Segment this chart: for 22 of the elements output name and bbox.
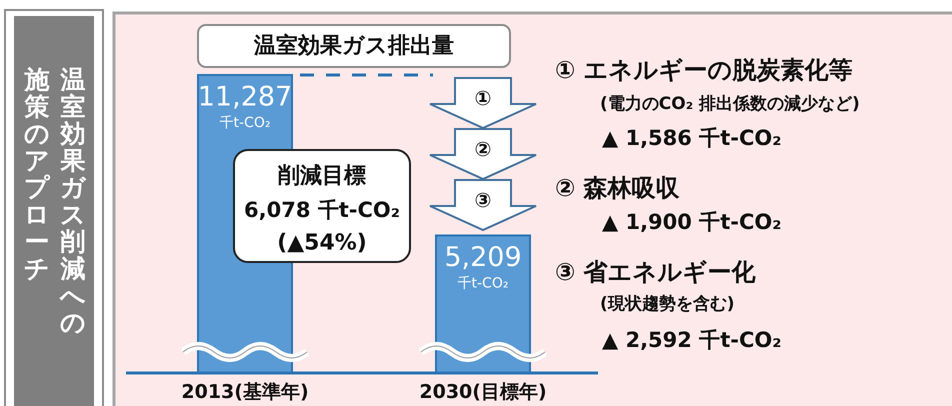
data-label: 11,287 (198, 82, 292, 112)
annotation: ② 森林吸収 (555, 174, 681, 202)
annotation: 削減目標 (277, 164, 366, 188)
annotation: 千t-CO₂ (458, 275, 508, 292)
text: ▲ 1,900 千t-CO₂ (602, 210, 782, 234)
annotation: ① (474, 86, 492, 110)
chart-subtitle: 温室効果ガス排出量 (253, 32, 454, 58)
annotation: 6,078 千t-CO₂ (244, 198, 400, 222)
x-tick-label: 2030(目標年) (419, 381, 547, 403)
data-label: 5,209 (444, 242, 522, 273)
x-tick-label: 2013(基準年) (181, 381, 309, 403)
text: (電力のCO₂ 排出係数の減少など) (600, 94, 860, 114)
text: ▲ 1,586 千t-CO₂ (602, 126, 782, 150)
annotation: (▲54%) (277, 230, 367, 256)
text: (現状趨勢を含む) (600, 294, 735, 314)
annotation: 千t-CO₂ (220, 115, 270, 131)
annotation: ③ (474, 188, 492, 212)
chart-title: 温室効果ガス削減への施策のアプローチ (24, 65, 86, 337)
text: ▲ 2,592 千t-CO₂ (602, 328, 782, 352)
annotation: ② (474, 137, 492, 161)
annotation: ① エネルギーの脱炭素化等 (555, 56, 853, 84)
annotation: ③ 省エネルギー化 (555, 258, 757, 286)
